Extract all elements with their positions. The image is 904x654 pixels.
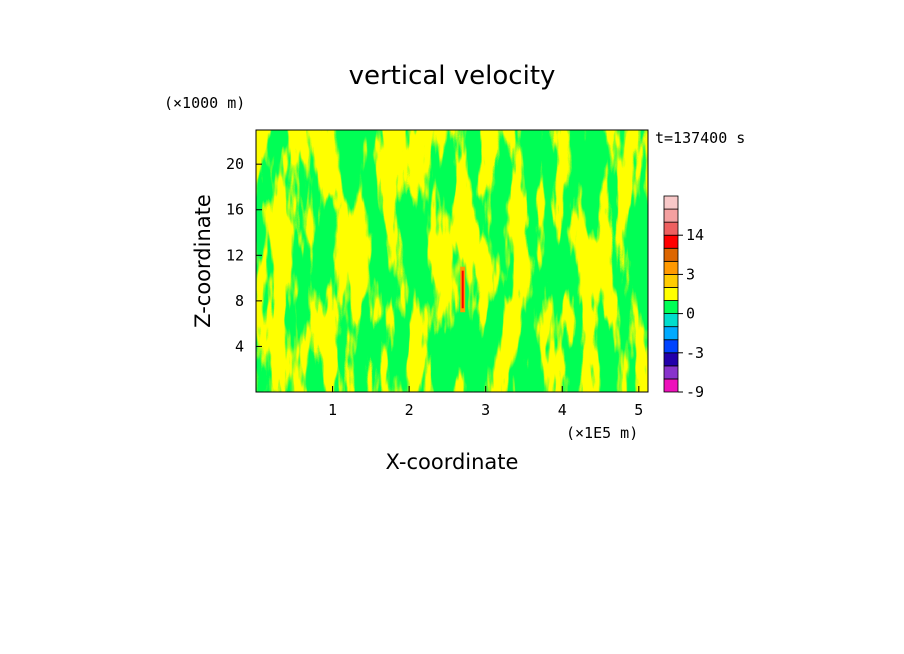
y-tick-label: 4 xyxy=(235,337,244,355)
colorbar-tick-label: 14 xyxy=(686,226,704,244)
y-axis-ticks: 4 8 12 16 20 xyxy=(226,155,262,355)
colorbar-segment xyxy=(663,260,679,275)
y-axis-title: Z-coordinate xyxy=(191,194,215,328)
chart-title: vertical velocity xyxy=(349,61,556,91)
updraft-core xyxy=(461,270,464,309)
colorbar-segment xyxy=(663,300,679,314)
colorbar-segment xyxy=(663,352,679,367)
colorbar-tick-label: -9 xyxy=(686,383,704,401)
y-tick-label: 8 xyxy=(235,292,244,310)
colorbar-segment xyxy=(663,195,679,210)
y-unit-label: (×1000 m) xyxy=(164,94,245,112)
colorbar: -9 -3 0 3 14 xyxy=(663,195,704,401)
colorbar-segment xyxy=(663,287,679,301)
updraft-column xyxy=(460,266,466,313)
heatmap-field xyxy=(256,130,648,392)
field-positive-bands xyxy=(256,130,648,392)
colorbar-segment xyxy=(663,313,679,328)
y-tick-label: 20 xyxy=(226,155,244,173)
x-axis-ticks: 1 2 3 4 5 xyxy=(328,386,643,419)
y-tick-label: 16 xyxy=(226,201,244,219)
y-tick-label: 12 xyxy=(226,246,244,264)
colorbar-segment xyxy=(663,234,679,249)
colorbar-segment xyxy=(663,247,679,262)
x-axis-title: X-coordinate xyxy=(386,450,519,474)
x-tick-label: 2 xyxy=(405,401,414,419)
colorbar-tick-label: 0 xyxy=(686,305,695,323)
colorbar-segment xyxy=(663,326,679,341)
x-tick-label: 5 xyxy=(634,401,643,419)
colorbar-segment xyxy=(663,208,679,223)
plot-frame xyxy=(255,129,649,393)
x-tick-label: 3 xyxy=(481,401,490,419)
x-unit-label: (×1E5 m) xyxy=(566,424,638,442)
x-tick-label: 4 xyxy=(558,401,567,419)
x-tick-label: 1 xyxy=(328,401,337,419)
colorbar-segment xyxy=(663,378,679,393)
colorbar-segment xyxy=(663,365,679,380)
colorbar-segment xyxy=(663,339,679,354)
colorbar-segment xyxy=(663,273,679,288)
colorbar-segment xyxy=(663,221,679,236)
time-label: t=137400 s xyxy=(655,129,745,147)
colorbar-tick-label: 3 xyxy=(686,265,695,283)
colorbar-tick-label: -3 xyxy=(686,344,704,362)
